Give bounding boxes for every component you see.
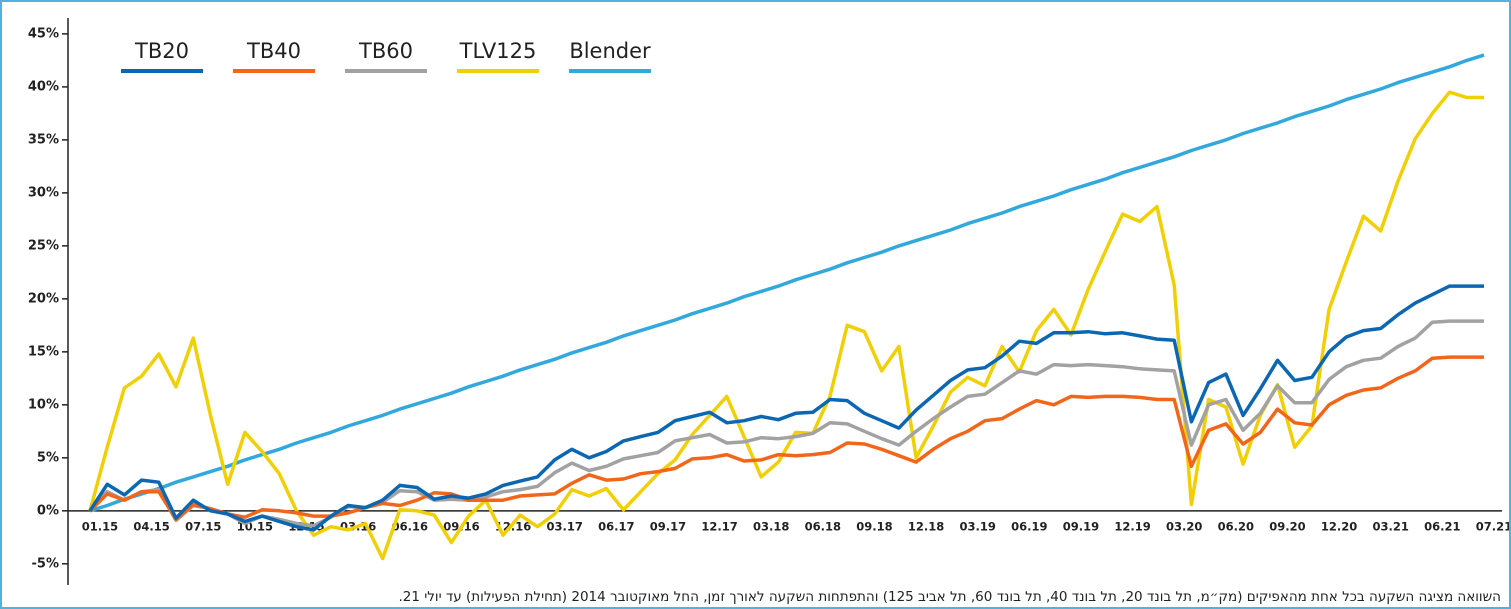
x-tick-label: 03.20 bbox=[1166, 519, 1202, 533]
legend-label: TB60 bbox=[358, 39, 413, 63]
x-tick-label: 03.18 bbox=[753, 519, 789, 533]
x-tick-label: 09.18 bbox=[856, 519, 892, 533]
legend-label: TB40 bbox=[246, 39, 301, 63]
legend-label: TLV125 bbox=[459, 39, 537, 63]
legend-label: Blender bbox=[569, 39, 651, 63]
x-tick-label: 06.18 bbox=[805, 519, 841, 533]
y-tick-label: 5% bbox=[37, 450, 59, 465]
x-tick-label: 06.21 bbox=[1424, 519, 1460, 533]
y-tick-label: 15% bbox=[28, 344, 59, 359]
y-tick-label: 25% bbox=[28, 238, 59, 253]
x-tick-label: 01.15 bbox=[82, 519, 118, 533]
x-tick-label: 09.17 bbox=[650, 519, 686, 533]
x-tick-label: 07.21 bbox=[1476, 519, 1509, 533]
series-line bbox=[88, 90, 1484, 561]
legend-swatch bbox=[121, 69, 203, 73]
y-tick-label: 30% bbox=[28, 185, 59, 200]
x-tick-label: 06.17 bbox=[598, 519, 634, 533]
series-line bbox=[88, 355, 1484, 522]
x-tick-label: 12.20 bbox=[1321, 519, 1357, 533]
x-tick-label: 03.19 bbox=[960, 519, 996, 533]
x-tick-label: 04.15 bbox=[133, 519, 169, 533]
legend-swatch bbox=[233, 69, 315, 73]
legend-label: TB20 bbox=[134, 39, 189, 63]
x-tick-label: 12.17 bbox=[701, 519, 737, 533]
x-tick-label: 12.19 bbox=[1114, 519, 1150, 533]
legend-swatch bbox=[457, 69, 539, 73]
y-tick-label: 0% bbox=[37, 503, 59, 518]
y-tick-label: 20% bbox=[28, 291, 59, 306]
x-tick-label: 03.21 bbox=[1373, 519, 1409, 533]
legend-swatch bbox=[569, 69, 651, 73]
caption: השוואה מציגה השקעה בכל אחת מהאפיקים (מק״… bbox=[398, 589, 1501, 605]
series-line bbox=[88, 319, 1484, 528]
x-tick-label: 06.20 bbox=[1218, 519, 1254, 533]
x-tick-label: 07.15 bbox=[185, 519, 221, 533]
y-tick-label: 10% bbox=[28, 397, 59, 412]
series-line bbox=[89, 53, 1485, 513]
y-tick-label: -5% bbox=[32, 556, 59, 571]
x-tick-label: 09.20 bbox=[1269, 519, 1305, 533]
x-tick-label: 09.19 bbox=[1063, 519, 1099, 533]
y-tick-label: 45% bbox=[28, 26, 59, 41]
x-tick-label: 03.17 bbox=[546, 519, 582, 533]
y-tick-label: 40% bbox=[28, 79, 59, 94]
chart: -5% 0% 5% 10% 15% 20% 25% 30% 35% 40% 45% 01.15 04.1… bbox=[28, 18, 1509, 585]
y-tick-label: 35% bbox=[28, 132, 59, 147]
x-tick-label: 06.16 bbox=[392, 519, 428, 533]
legend-swatch bbox=[345, 69, 427, 73]
x-tick-label: 06.19 bbox=[1011, 519, 1047, 533]
x-tick-label: 12.16 bbox=[495, 519, 531, 533]
x-tick-label: 12.18 bbox=[908, 519, 944, 533]
series-line bbox=[88, 284, 1484, 532]
